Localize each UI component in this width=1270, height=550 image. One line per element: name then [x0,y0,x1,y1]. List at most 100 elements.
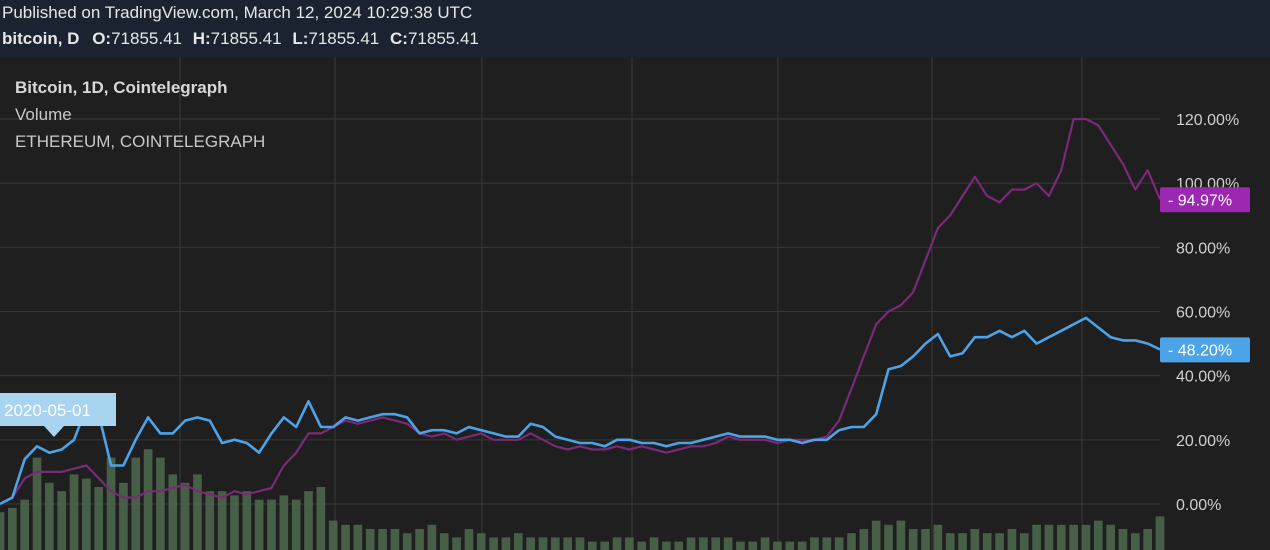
volume-bar-10 [119,482,128,550]
volume-bar-38 [464,529,474,550]
volume-bar-30 [365,529,375,550]
volume-bar-46 [563,537,572,550]
volume-bar-55 [674,541,684,550]
volume-bar-57 [699,537,708,550]
volume-bar-16 [193,474,202,550]
volume-bar-65 [797,541,807,550]
volume-bar-48 [588,541,597,550]
volume-bar-8 [94,487,104,550]
volume-bar-17 [205,491,215,550]
volume-bar-72 [884,524,893,550]
volume-bar-50 [612,537,622,550]
volume-bar-53 [649,537,659,550]
volume-bar-77 [945,533,955,550]
volume-bar-4 [45,482,54,550]
volume-bar-12 [143,449,153,550]
bitcoin-last-value-text: - 48.20% [1168,342,1232,359]
volume-bar-44 [538,537,548,550]
volume-bar-45 [551,537,560,550]
volume-bar-90 [1106,524,1115,550]
date-marker-text: 2020-05-01 [4,401,91,420]
volume-bar-59 [723,537,733,550]
volume-bar-62 [760,537,770,550]
volume-bar-6 [69,474,79,550]
high-value: 71855.41 [210,29,282,48]
volume-bar-52 [637,541,647,550]
volume-bar-18 [217,491,227,550]
ethereum-last-value-bg [1160,187,1250,213]
volume-bar-70 [859,529,869,550]
volume-bar-73 [896,520,906,550]
low-label: L: [292,29,309,48]
close-value: 71855.41 [407,29,479,48]
price-chart[interactable]: 0.00%20.00%40.00%60.00%80.00%100.00%120.… [0,57,1270,550]
bitcoin-last-value-bg [1160,337,1250,363]
volume-bar-68 [834,537,844,550]
high-label: H: [192,29,211,48]
volume-bar-36 [439,533,449,550]
volume-bar-51 [625,537,634,550]
chart-header: Published on TradingView.com, March 12, … [0,0,1270,57]
plot-background [0,57,1270,550]
volume-bar-54 [662,541,671,550]
volume-bar-60 [736,541,745,550]
ethereum-series-line [0,117,1162,505]
open-value: 71855.41 [111,29,182,48]
volume-bar-31 [378,529,387,550]
volume-bar-74 [908,529,918,550]
volume-bar-22 [267,499,276,550]
ohlc-readout: bitcoin, D O:71855.41 H:71855.41 L:71855… [2,29,485,49]
volume-bar-47 [575,537,585,550]
volume-bar-79 [970,529,980,550]
symbol-label: bitcoin, D [2,29,80,48]
volume-bar-29 [353,524,363,550]
volume-bar-67 [822,537,832,550]
close-label: C: [390,29,408,48]
volume-bar-56 [686,537,696,550]
bitcoin-series-line [0,316,1161,506]
legend-main-series[interactable]: Bitcoin, 1D, Cointelegraph [15,78,228,97]
legend-compare-series[interactable]: ETHEREUM, COINTELEGRAPH [15,132,266,151]
volume-bar-64 [785,541,795,550]
volume-bar-78 [958,533,967,550]
volume-bar-7 [82,478,91,550]
y-tick-label-4: 80.00% [1176,240,1230,257]
volume-bar-71 [871,520,881,550]
volume-bar-61 [748,541,758,550]
volume-bar-24 [291,499,301,550]
volume-bar-3 [32,457,42,550]
volume-bar-84 [1032,524,1041,550]
volume-bar-82 [1007,529,1017,550]
volume-bar-58 [711,537,721,550]
volume-bar-21 [254,499,264,550]
legend-volume[interactable]: Volume [15,105,72,124]
volume-bar-92 [1131,533,1140,550]
y-tick-label-1: 20.00% [1176,433,1230,450]
volume-bar-87 [1069,524,1078,550]
volume-bar-33 [402,533,412,550]
published-info: Published on TradingView.com, March 12, … [2,3,473,22]
volume-bar-49 [600,541,609,550]
volume-bar-37 [452,537,461,550]
volume-bar-41 [501,537,511,550]
volume-bar-19 [230,495,239,550]
date-marker-pointer [44,426,64,437]
volume-bar-91 [1118,529,1128,550]
volume-bar-93 [1143,529,1152,550]
ethereum-last-value-text: - 94.97% [1168,192,1232,209]
volume-bar-20 [242,491,252,550]
volume-bar-35 [427,524,437,550]
low-value: 71855.41 [308,29,380,48]
volume-bar-81 [995,533,1004,550]
volume-bar-39 [476,533,486,550]
volume-bar-86 [1056,524,1066,550]
volume-bar-40 [489,537,498,550]
volume-bar-1 [8,508,17,550]
volume-bar-83 [1019,533,1029,550]
y-tick-label-2: 40.00% [1176,369,1230,386]
volume-bar-34 [415,529,424,550]
volume-bar-5 [57,491,67,550]
volume-bar-88 [1081,524,1091,550]
volume-bar-14 [168,474,178,550]
volume-bar-89 [1093,520,1103,550]
